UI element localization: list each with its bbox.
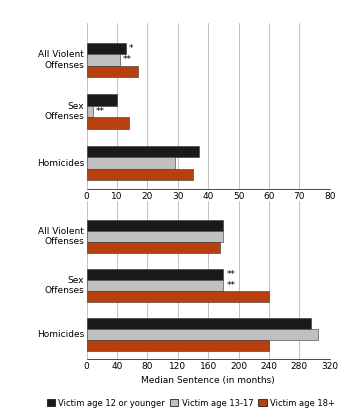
Bar bbox=[87, 157, 175, 169]
Text: **: ** bbox=[96, 107, 105, 116]
Text: **: ** bbox=[226, 281, 235, 290]
Legend: Victim age 12 or younger, Victim age 13-17, Victim age 18+: Victim age 12 or younger, Victim age 13-… bbox=[43, 395, 338, 411]
Bar bbox=[87, 54, 120, 66]
Bar bbox=[87, 146, 199, 157]
Bar bbox=[87, 43, 126, 54]
Bar bbox=[87, 66, 138, 77]
Bar bbox=[87, 269, 223, 280]
Bar bbox=[87, 95, 117, 106]
Bar bbox=[87, 220, 223, 231]
Bar bbox=[87, 340, 269, 351]
Bar bbox=[87, 169, 193, 180]
Bar bbox=[87, 318, 311, 329]
X-axis label: Median Sentence (in months): Median Sentence (in months) bbox=[141, 376, 275, 385]
Text: **: ** bbox=[123, 56, 132, 64]
Bar bbox=[87, 280, 223, 291]
Bar bbox=[87, 231, 223, 242]
X-axis label: Percentage of Sentences That Are Life or Death: Percentage of Sentences That Are Life or… bbox=[100, 206, 316, 215]
Bar bbox=[87, 242, 220, 253]
Text: *: * bbox=[129, 44, 134, 53]
Bar bbox=[87, 106, 93, 117]
Bar bbox=[87, 291, 269, 302]
Bar bbox=[87, 329, 318, 340]
Text: **: ** bbox=[226, 270, 235, 279]
Bar bbox=[87, 117, 129, 129]
